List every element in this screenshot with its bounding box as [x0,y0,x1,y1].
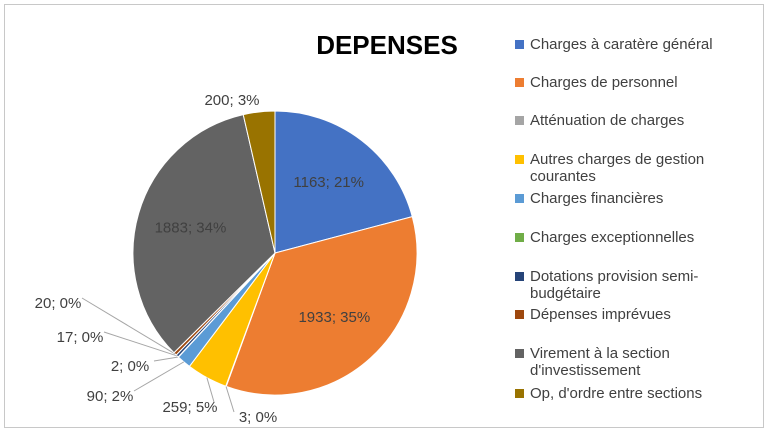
data-label: 20; 0% [35,295,82,312]
legend-label: Op, d'ordre entre sections [530,385,703,402]
legend-item: Autres charges de gestion courantes [515,151,745,185]
legend-label: Autres charges de gestion courantes [530,151,705,185]
data-label: 3; 0% [239,409,277,426]
leader-line [206,377,215,403]
legend-label: Dépenses imprévues [530,306,671,323]
legend-item: Atténuation de charges [515,112,745,129]
legend-label: Virement à la section d'investissement [530,345,670,379]
legend-swatch [515,349,524,358]
legend-swatch [515,155,524,164]
legend-item: Dépenses imprévues [515,306,745,323]
leader-line [153,356,179,362]
pie-slice [242,110,276,254]
leader-line [103,331,178,357]
legend-swatch [515,233,524,242]
leader-line [225,386,235,413]
legend-item: Charges exceptionnelles [515,229,745,246]
chart-title: DEPENSES [316,30,458,60]
data-label: 1933; 35% [298,309,370,326]
data-label: 1883; 34% [155,219,227,236]
data-label: 1163; 21% [293,174,364,191]
legend-swatch [515,389,524,398]
data-label: 200; 3% [204,92,259,109]
legend-swatch [515,194,524,203]
legend-label: Charges exceptionnelles [530,229,695,246]
leader-line [81,297,176,355]
pie-slice [132,113,276,354]
legend-swatch [515,272,524,281]
legend-item: Charges de personnel [515,74,745,91]
legend-swatch [515,310,524,319]
legend-swatch [515,40,524,49]
legend-item: Charges financières [515,190,745,207]
legend-label: Atténuation de charges [530,112,685,129]
chart-frame [4,4,764,428]
legend-item: Virement à la section d'investissement [515,345,745,379]
legend-label: Charges de personnel [530,74,678,91]
legend-item: Dotations provision semi-budgétaire [515,268,745,302]
legend-swatch [515,78,524,87]
leader-line [133,361,185,392]
data-label: 259; 5% [162,399,217,416]
data-label: 17; 0% [57,329,104,346]
pie-slice [274,110,413,254]
legend-label: Charges à caratère général [530,36,713,53]
legend-item: Op, d'ordre entre sections [515,385,745,402]
legend-swatch [515,116,524,125]
pie-slice [225,216,418,396]
legend-item: Charges à caratère général [515,36,745,53]
data-label: 90; 2% [87,388,134,405]
data-label: 2; 0% [111,358,149,375]
legend-label: Charges financières [530,190,664,207]
legend-label: Dotations provision semi-budgétaire [530,268,699,302]
